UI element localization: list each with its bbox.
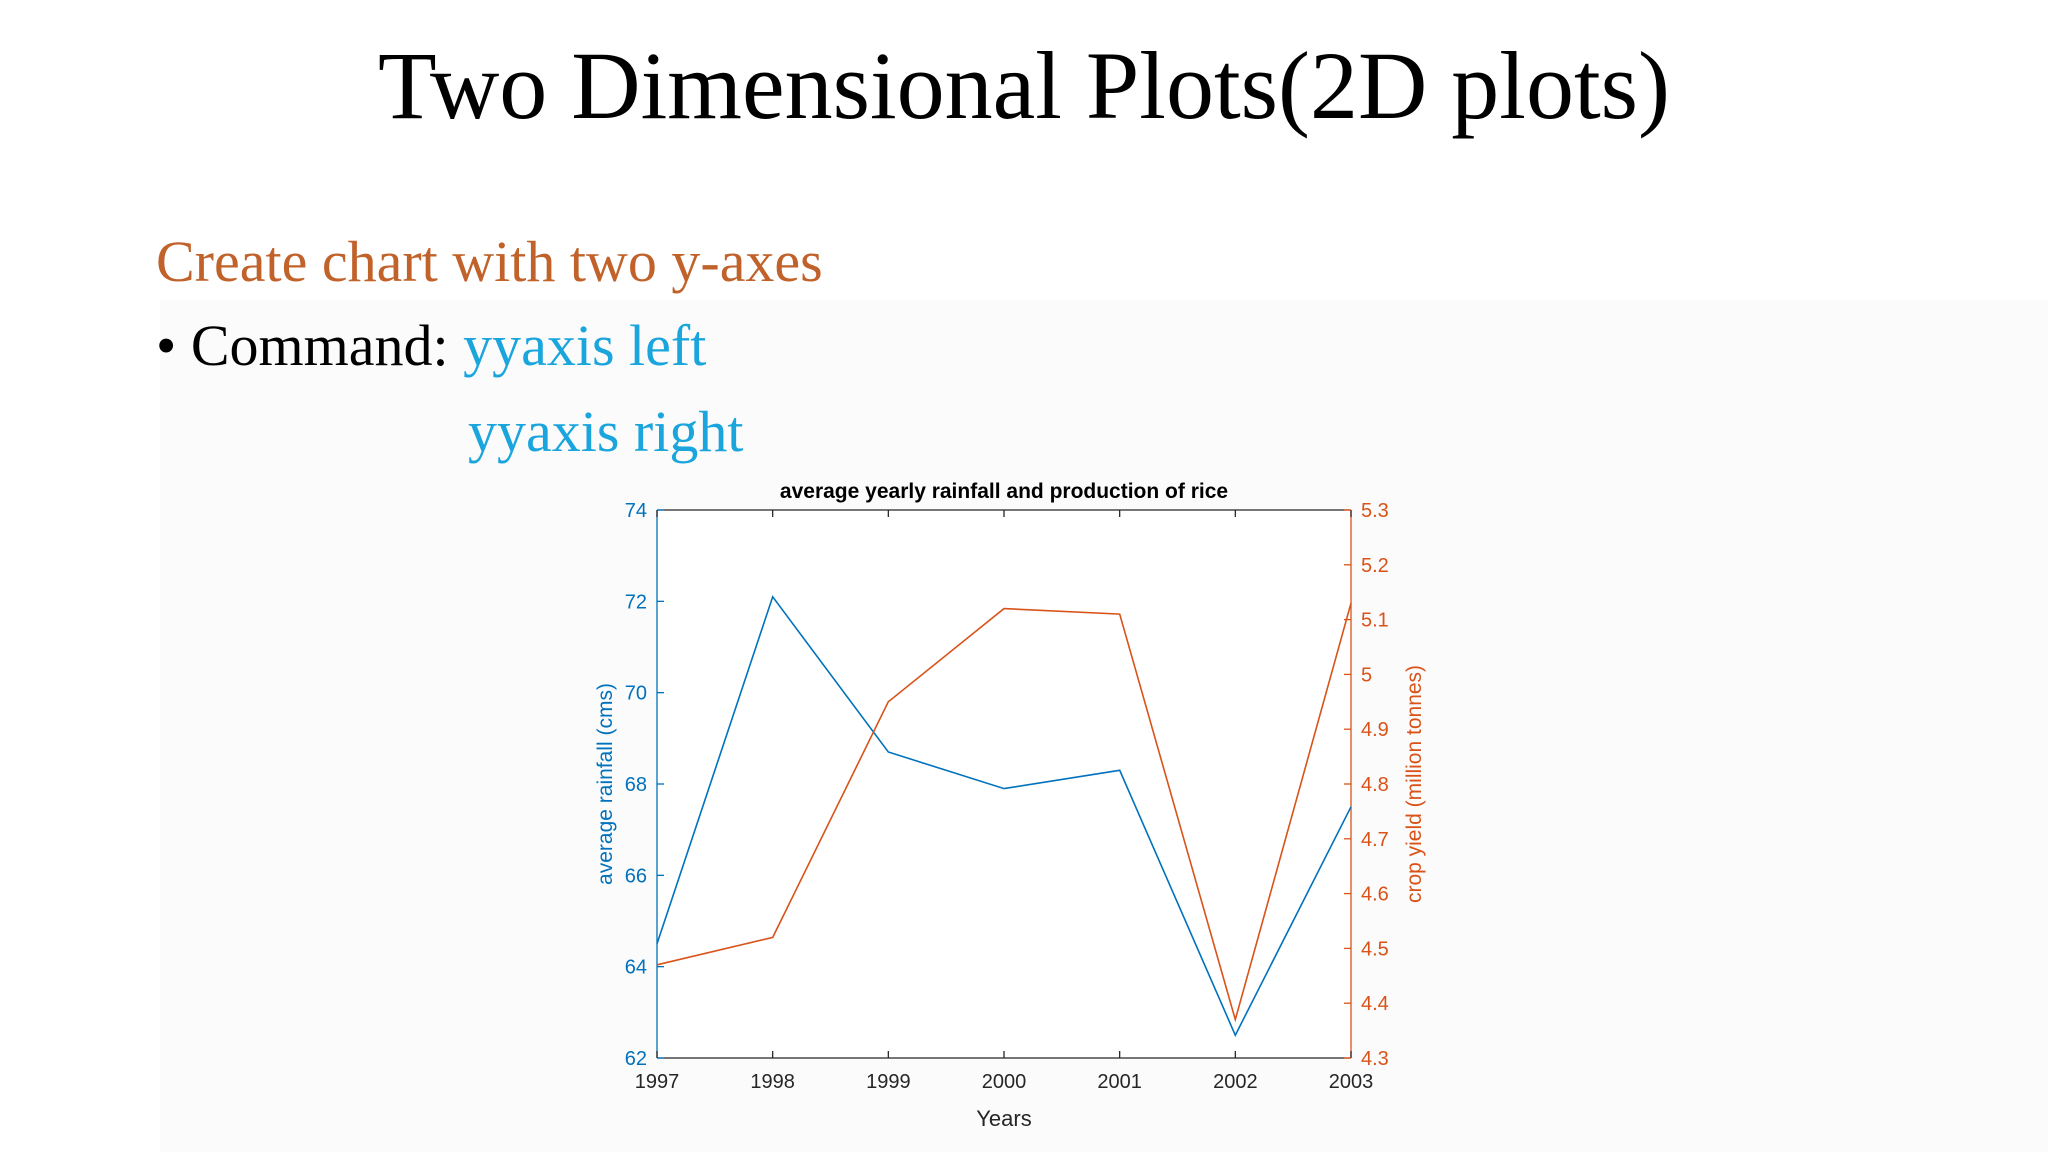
x-axis-label: Years xyxy=(976,1106,1031,1131)
right-y-tick-label: 4.9 xyxy=(1361,719,1389,741)
left-y-axis-label: average rainfall (cms) xyxy=(594,683,617,885)
left-y-tick-label: 72 xyxy=(625,591,647,613)
crop-yield-series-line xyxy=(656,602,1352,1023)
left-y-tick-label: 62 xyxy=(625,1048,647,1070)
right-y-tick-label: 5.1 xyxy=(1361,610,1389,632)
right-y-tick-label: 4.4 xyxy=(1361,993,1389,1015)
right-y-tick-label: 5 xyxy=(1361,664,1372,686)
x-tick-label: 2003 xyxy=(1329,1071,1374,1093)
x-tick-label: 1997 xyxy=(635,1071,680,1093)
x-tick-label: 1998 xyxy=(750,1071,795,1093)
left-y-tick-label: 66 xyxy=(625,865,647,887)
right-y-tick-label: 4.3 xyxy=(1361,1048,1389,1070)
x-tick-label: 1999 xyxy=(866,1071,911,1093)
command-yyaxis-right: yyaxis right xyxy=(468,399,744,464)
right-y-tick-label: 4.6 xyxy=(1361,884,1389,906)
command-bullet: • Command: yyaxis left xyxy=(156,312,706,379)
slide-subtitle: Create chart with two y-axes xyxy=(156,229,823,294)
left-y-tick-label: 64 xyxy=(625,957,647,979)
chart-title: average yearly rainfall and production o… xyxy=(780,480,1228,503)
right-y-tick-label: 4.8 xyxy=(1361,774,1389,796)
left-y-tick-label: 68 xyxy=(625,774,647,796)
x-tick-label: 2002 xyxy=(1213,1071,1258,1093)
right-y-tick-label: 4.7 xyxy=(1361,829,1389,851)
plot-area xyxy=(657,510,1351,1058)
bullet-marker: • xyxy=(156,313,177,378)
left-y-tick-label: 70 xyxy=(625,683,647,705)
slide-title: Two Dimensional Plots(2D plots) xyxy=(378,32,1670,139)
right-y-axis-label: crop yield (million tonnes) xyxy=(1403,665,1426,903)
right-y-tick-label: 4.5 xyxy=(1361,938,1389,960)
x-tick-label: 2001 xyxy=(1097,1071,1142,1093)
command-label: Command: xyxy=(190,313,449,378)
left-y-tick-label: 74 xyxy=(625,500,647,522)
right-y-tick-label: 5.3 xyxy=(1361,500,1389,522)
right-y-tick-label: 5.2 xyxy=(1361,555,1389,577)
rainfall-series-line xyxy=(656,595,1352,1038)
command-yyaxis-left: yyaxis left xyxy=(463,313,707,378)
x-tick-label: 2000 xyxy=(982,1071,1027,1093)
